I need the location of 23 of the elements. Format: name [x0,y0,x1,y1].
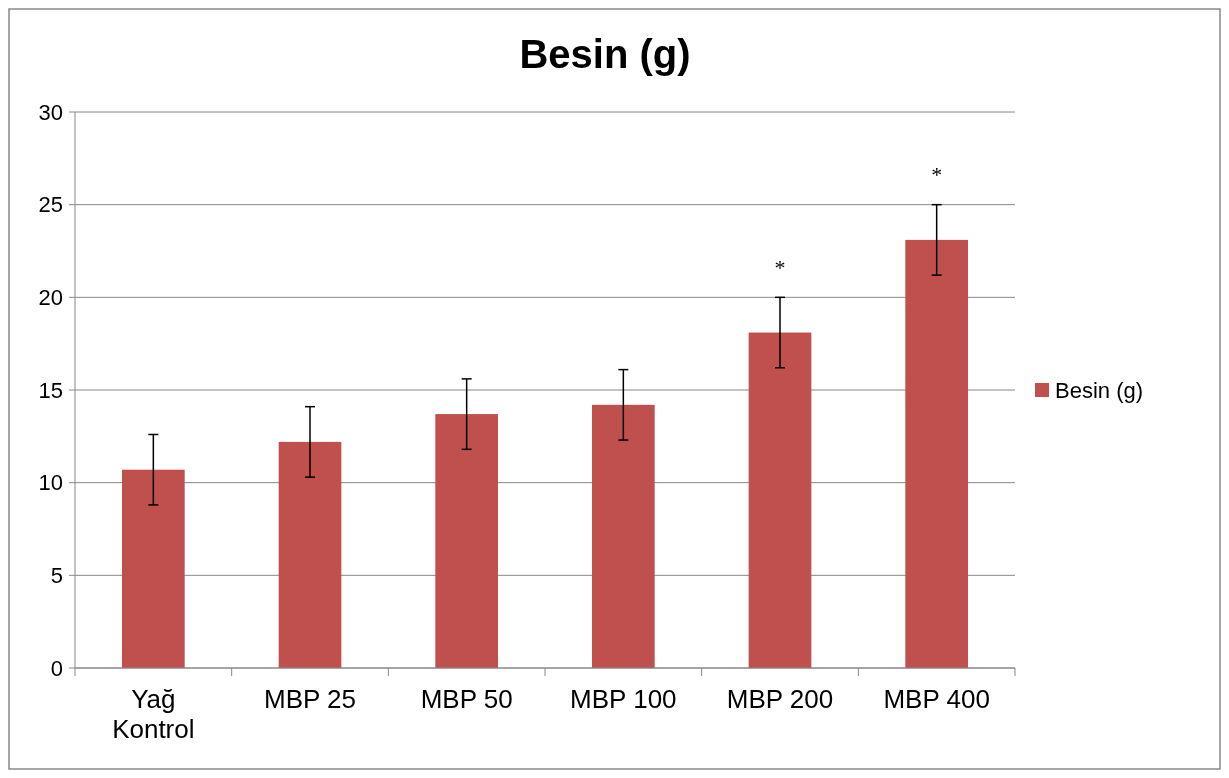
x-tick-label: MBP 100 [570,684,677,714]
y-tick-label: 30 [38,99,63,125]
bar [748,332,812,668]
y-tick-label: 0 [50,655,63,681]
chart-title: Besin (g) [519,32,691,76]
y-tick-label: 10 [38,470,63,496]
x-tick-label: Yağ Kontrol [112,684,195,744]
x-tick-label: MBP 200 [726,684,834,714]
x-tick-label: MBP 50 [420,684,513,714]
legend-label: Besin (g) [1055,377,1144,403]
annotation: * [774,255,786,281]
x-tick-label: MBP 25 [263,684,357,714]
bar [905,239,968,668]
bar [592,404,655,668]
bar [122,469,185,668]
bar [435,414,498,668]
bar [278,441,342,668]
annotation: * [931,162,943,188]
y-tick-label: 25 [38,192,63,218]
y-tick-label: 5 [50,563,63,589]
y-tick-label: 20 [38,285,63,311]
x-tick-label: MBP 400 [883,684,990,714]
y-tick-label: 15 [38,377,63,403]
